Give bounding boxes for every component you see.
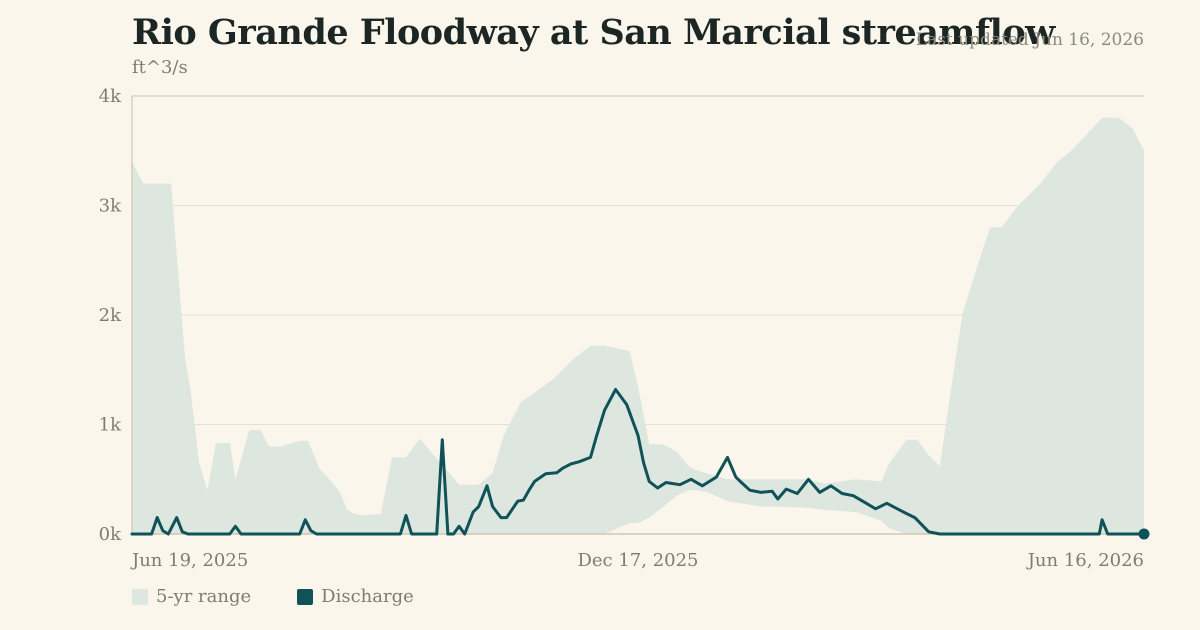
y-tick-label: 1k: [99, 415, 122, 436]
range-band: [132, 117, 1144, 535]
discharge-line: [130, 388, 1146, 536]
x-axis-ticks: Jun 19, 2025 Dec 17, 2025 Jun 16, 2026: [130, 550, 1144, 571]
range-band-layer: [132, 117, 1144, 535]
range-swatch: [132, 588, 148, 605]
x-tick-label: Dec 17, 2025: [577, 550, 698, 571]
y-axis-unit-label: ft^3/s: [132, 57, 188, 78]
chart-title: Rio Grande Floodway at San Marcial strea…: [132, 12, 1055, 53]
x-tick-label: Jun 19, 2025: [130, 550, 248, 571]
y-tick-label: 3k: [99, 196, 122, 217]
y-tick-label: 2k: [99, 305, 122, 326]
legend: 5-yr range Discharge: [132, 586, 414, 607]
legend-discharge-label: Discharge: [321, 586, 414, 607]
y-axis-ticks: 0k 1k 2k 3k 4k: [99, 86, 122, 545]
y-tick-label: 0k: [99, 524, 122, 545]
last-updated-text: Last updated Jun 16, 2026: [915, 30, 1144, 50]
legend-item-range: 5-yr range: [132, 586, 251, 607]
discharge-swatch: [297, 588, 314, 605]
x-tick-label: Jun 16, 2026: [1026, 550, 1144, 571]
legend-range-label: 5-yr range: [156, 586, 252, 607]
latest-discharge-point: [1138, 528, 1150, 540]
y-tick-label: 4k: [99, 86, 122, 107]
discharge-line-layer: [130, 388, 1150, 540]
legend-item-discharge: Discharge: [297, 586, 414, 607]
